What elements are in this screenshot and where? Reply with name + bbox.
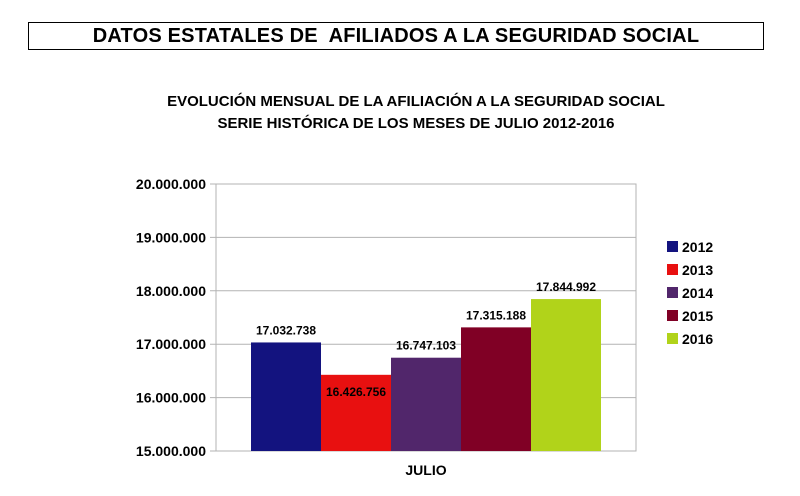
chart-title: EVOLUCIÓN MENSUAL DE LA AFILIACIÓN A LA … [167,93,665,110]
legend-swatch-2013 [667,264,678,275]
chart-subtitle: SERIE HISTÓRICA DE LOS MESES DE JULIO 20… [217,115,615,132]
legend-label-2015: 2015 [682,308,713,324]
legend-label-2016: 2016 [682,331,713,347]
legend-label-2013: 2013 [682,262,713,278]
y-tick-label: 18.000.000 [136,283,206,299]
data-label-2012: 17.032.738 [256,323,316,337]
header-box: DATOS ESTATALES DE AFILIADOS A LA SEGURI… [28,22,764,50]
y-tick-label: 16.000.000 [136,390,206,406]
y-tick-label: 20.000.000 [136,176,206,192]
bar-2015 [461,327,531,451]
bar-2012 [251,342,321,451]
legend-label-2014: 2014 [682,285,713,301]
bar-2016 [531,299,601,451]
legend-label-2012: 2012 [682,239,713,255]
legend-swatch-2016 [667,333,678,344]
bar-2014 [391,357,461,451]
y-tick-label: 15.000.000 [136,443,206,459]
legend-swatch-2014 [667,287,678,298]
bar-2013 [321,374,391,451]
data-label-2014: 16.747.103 [396,339,456,353]
legend-swatch-2015 [667,310,678,321]
legend-swatch-2012 [667,241,678,252]
x-category-label: JULIO [405,462,446,478]
y-tick-label: 19.000.000 [136,229,206,245]
y-tick-label: 17.000.000 [136,336,206,352]
data-label-2015: 17.315.188 [466,308,526,322]
page-title: DATOS ESTATALES DE AFILIADOS A LA SEGURI… [92,24,700,47]
data-label-2016: 17.844.992 [536,280,596,294]
data-label-2013: 16.426.756 [326,385,386,399]
